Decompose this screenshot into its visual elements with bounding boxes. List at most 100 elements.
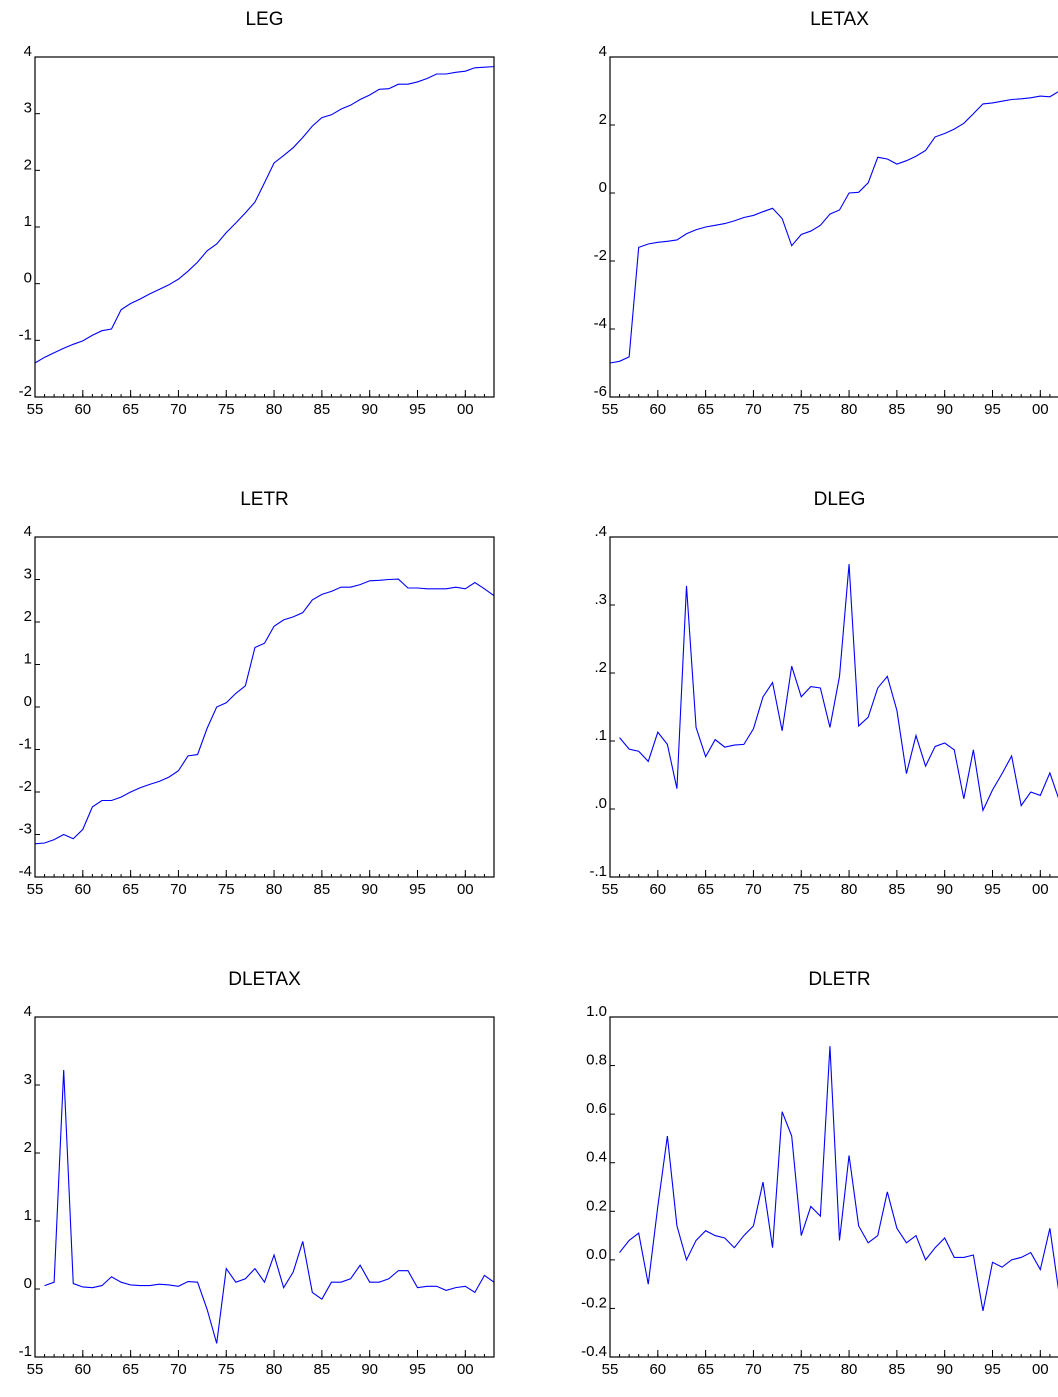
y-tick-label: 0.6 <box>586 1100 607 1117</box>
y-tick-label: .3 <box>594 591 607 608</box>
x-tick-label: 90 <box>936 401 953 418</box>
y-tick-label: 2 <box>24 156 32 173</box>
x-tick-label: 80 <box>841 401 858 418</box>
x-tick-label: 70 <box>745 401 762 418</box>
x-tick-label: 85 <box>314 1361 331 1378</box>
x-tick-label: 00 <box>457 1361 474 1378</box>
x-tick-label: 70 <box>170 1361 187 1378</box>
x-tick-label: 95 <box>984 401 1001 418</box>
y-tick-label: 0 <box>599 179 607 196</box>
chart-title: LETAX <box>810 9 869 30</box>
y-tick-label: 0.4 <box>586 1149 607 1166</box>
x-tick-label: 00 <box>1032 401 1049 418</box>
y-tick-label: -4 <box>19 863 32 880</box>
x-tick-label: 65 <box>122 1361 139 1378</box>
y-tick-label: -4 <box>594 315 607 332</box>
data-line <box>609 91 1058 364</box>
y-tick-label: 1 <box>24 213 32 230</box>
y-tick-label: .0 <box>594 795 607 812</box>
y-tick-label: 2 <box>24 608 32 625</box>
x-tick-label: 85 <box>889 881 906 898</box>
y-tick-label: -6 <box>594 383 607 400</box>
chart-title: DLEG <box>814 489 866 510</box>
x-tick-label: 75 <box>218 401 235 418</box>
x-tick-label: 90 <box>361 401 378 418</box>
x-tick-label: 55 <box>602 881 619 898</box>
chart-panel: LETR 55 60 65 70 75 80 85 90 95 00 -4 -3 -2 -1 0 1 2 3 4 <box>19 489 495 898</box>
y-tick-label: -0.4 <box>581 1343 607 1360</box>
y-tick-label: -2 <box>594 247 607 264</box>
x-tick-label: 90 <box>361 1361 378 1378</box>
x-tick-label: 70 <box>745 1361 762 1378</box>
x-tick-label: 65 <box>122 881 139 898</box>
x-tick-label: 60 <box>74 881 91 898</box>
x-tick-label: 70 <box>170 401 187 418</box>
x-tick-label: 55 <box>27 1361 44 1378</box>
plot-frame <box>34 1016 495 1358</box>
data-line <box>619 1046 1058 1311</box>
chart-panel: DLEG 55 60 65 70 75 80 85 90 95 00 -.1 .0 .1 .2 .3 .4 <box>589 489 1058 898</box>
x-tick-label: 00 <box>1032 1361 1049 1378</box>
y-tick-label: -.1 <box>589 863 607 880</box>
x-tick-label: 00 <box>1032 881 1049 898</box>
data-line <box>619 564 1058 813</box>
x-tick-label: 95 <box>409 1361 426 1378</box>
chart-panel: LETAX 55 60 65 70 75 80 85 90 95 00 -6 -4 -2 0 2 4 <box>594 9 1058 418</box>
y-tick-label: -1 <box>19 326 32 343</box>
data-line <box>44 1070 495 1344</box>
y-tick-label: .2 <box>594 659 607 676</box>
y-tick-label: -0.2 <box>581 1294 607 1311</box>
y-tick-label: 4 <box>24 523 32 540</box>
data-line <box>34 66 495 364</box>
y-tick-label: 0 <box>24 270 32 287</box>
y-tick-label: 3 <box>24 1071 32 1088</box>
x-tick-label: 60 <box>649 401 666 418</box>
x-tick-label: 70 <box>170 881 187 898</box>
y-tick-label: 3 <box>24 566 32 583</box>
x-tick-label: 75 <box>218 1361 235 1378</box>
y-tick-label: 0.2 <box>586 1197 607 1214</box>
chart-panel: DLETAX 55 60 65 70 75 80 85 90 95 00 -1 0 1 2 3 4 <box>19 969 495 1378</box>
x-tick-label: 70 <box>745 881 762 898</box>
chart-panel: LEG 55 60 65 70 75 80 85 90 95 00 -2 -1 0 1 2 3 4 <box>19 9 495 418</box>
x-tick-label: 80 <box>841 881 858 898</box>
x-tick-label: 60 <box>74 401 91 418</box>
y-tick-label: 2 <box>24 1139 32 1156</box>
x-tick-label: 00 <box>457 401 474 418</box>
x-tick-label: 60 <box>649 1361 666 1378</box>
x-tick-label: 60 <box>74 1361 91 1378</box>
x-tick-label: 80 <box>266 401 283 418</box>
chart-title: LEG <box>245 9 283 30</box>
y-tick-label: -1 <box>19 736 32 753</box>
x-tick-label: 75 <box>793 881 810 898</box>
y-tick-label: 1 <box>24 1207 32 1224</box>
plot-frame <box>609 56 1058 398</box>
x-tick-label: 95 <box>409 401 426 418</box>
y-tick-label: 4 <box>599 43 607 60</box>
x-tick-label: 65 <box>697 1361 714 1378</box>
x-tick-label: 60 <box>649 881 666 898</box>
x-tick-label: 65 <box>697 401 714 418</box>
x-tick-label: 95 <box>984 1361 1001 1378</box>
x-tick-label: 85 <box>889 401 906 418</box>
x-tick-label: 85 <box>889 1361 906 1378</box>
x-tick-label: 75 <box>793 1361 810 1378</box>
chart-title: LETR <box>240 489 289 510</box>
x-tick-label: 55 <box>27 881 44 898</box>
y-tick-label: 1 <box>24 651 32 668</box>
x-tick-label: 75 <box>793 401 810 418</box>
plot-frame <box>34 536 495 878</box>
x-tick-label: 75 <box>218 881 235 898</box>
y-tick-label: 0 <box>24 693 32 710</box>
x-tick-label: 80 <box>266 881 283 898</box>
y-tick-label: -1 <box>19 1343 32 1360</box>
chart-title: DLETAX <box>228 969 301 990</box>
y-tick-label: 0.8 <box>586 1052 607 1069</box>
x-tick-label: 90 <box>936 1361 953 1378</box>
plot-frame <box>609 1016 1058 1358</box>
x-tick-label: 65 <box>697 881 714 898</box>
plot-frame <box>34 56 495 398</box>
x-tick-label: 80 <box>266 1361 283 1378</box>
